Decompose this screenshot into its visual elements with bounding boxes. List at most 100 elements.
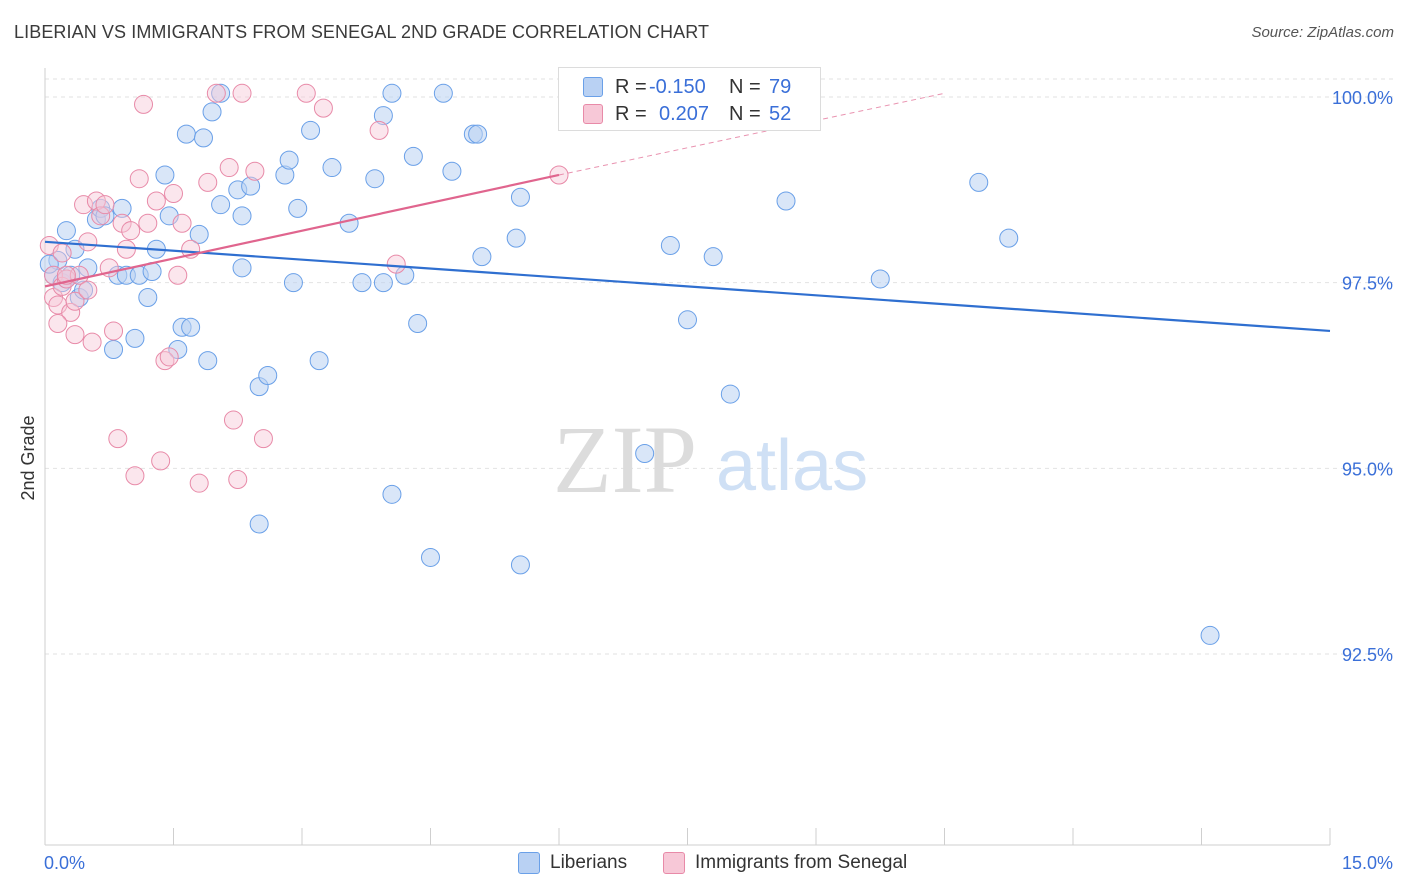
senegal-point (95, 195, 115, 215)
senegal-point (228, 469, 248, 489)
liberians-point (104, 340, 124, 360)
trend-lines (44, 92, 1331, 333)
y-axis-label: 2nd Grade (18, 415, 38, 500)
senegal-point (74, 195, 94, 215)
senegal-point (48, 314, 68, 334)
senegal-point (78, 232, 98, 252)
liberians-point (403, 146, 423, 166)
liberians-point (870, 269, 890, 289)
liberians-point (373, 106, 393, 126)
axes (44, 68, 1331, 846)
senegal-point (129, 169, 149, 189)
senegal-point (245, 161, 265, 181)
liberians-point (155, 165, 175, 185)
senegal-point (386, 254, 406, 274)
senegal-point (125, 466, 145, 486)
liberians-point (189, 224, 209, 244)
senegal-point (82, 332, 102, 352)
liberians-point (288, 198, 308, 218)
tick-labels: 100.0% 97.5% 95.0% 92.5% 0.0% 15.0% (44, 88, 1393, 873)
chart-source: Source: ZipAtlas.com (1251, 24, 1394, 41)
liberians-point (339, 213, 359, 233)
senegal-point (65, 291, 85, 311)
legend-r-label: R = (615, 75, 647, 98)
legend-r-value: -0.150 (649, 75, 706, 98)
senegal-point (232, 83, 252, 103)
legend-swatch-blue (583, 77, 603, 97)
liberians-point (279, 150, 299, 170)
senegal-point (146, 191, 166, 211)
liberians-point (249, 514, 269, 534)
liberians-point (301, 120, 321, 140)
liberians-point (678, 310, 697, 330)
legend-r-value: 0.207 (659, 102, 710, 125)
liberians-point (382, 83, 402, 103)
senegal-point (296, 83, 316, 103)
senegal-point (91, 206, 111, 226)
senegal-point (223, 410, 243, 430)
senegal-point (189, 473, 209, 493)
liberians-point (125, 328, 145, 348)
senegal-trend-extension (558, 92, 945, 176)
liberians-point (198, 351, 218, 371)
legend-swatch-blue (518, 852, 540, 874)
legend-n-value: 52 (769, 102, 792, 125)
legend-swatch-pink (583, 104, 603, 124)
senegal-trend-line (44, 173, 560, 288)
legend-row-liberians: R = -0.150 N = 79 (583, 75, 791, 99)
liberians-point (969, 172, 989, 192)
liberians-point (309, 351, 329, 371)
senegal-point (219, 158, 239, 178)
legend-label-senegal: Immigrants from Senegal (695, 852, 908, 873)
liberians-point (510, 187, 530, 207)
liberians-point (232, 206, 252, 226)
liberians-point (232, 258, 252, 278)
liberians-point (408, 314, 428, 334)
liberians-point (193, 128, 213, 148)
liberians-point (703, 247, 723, 267)
legend-item-senegal: Immigrants from Senegal (663, 852, 907, 874)
senegal-point (206, 83, 226, 103)
liberians-point (138, 288, 158, 308)
y-tick-label: 92.5% (1342, 645, 1393, 665)
liberians-point (421, 547, 440, 567)
senegal-point (52, 243, 72, 263)
legend-swatch-pink (663, 852, 685, 874)
legend-row-senegal: R = 0.207 N = 52 (583, 102, 791, 126)
senegal-point (313, 98, 333, 118)
liberians-point (211, 83, 231, 103)
senegal-point (104, 321, 124, 341)
watermark-atlas: atlas (716, 426, 868, 506)
senegal-point (151, 451, 171, 471)
liberians-point (472, 247, 492, 267)
liberians-point (382, 484, 402, 504)
liberians-point (506, 228, 526, 248)
senegal-point (134, 94, 154, 114)
x-tick-label: 15.0% (1342, 853, 1393, 873)
y-tick-label: 95.0% (1342, 459, 1393, 479)
liberians-point (776, 191, 796, 211)
senegal-point (164, 184, 183, 204)
liberians-trend-line (44, 240, 1331, 333)
liberians-point (660, 236, 680, 256)
liberians-point (258, 366, 278, 385)
liberians-point (202, 102, 222, 122)
correlation-legend: R = -0.150 N = 79 R = 0.207 N = 52 (558, 67, 821, 131)
liberians-point (241, 176, 261, 196)
liberians-point (365, 169, 385, 189)
liberians-point (373, 273, 393, 293)
senegal-point (121, 221, 141, 241)
series-legend: Liberians Immigrants from Senegal (0, 852, 1406, 878)
senegal-point (65, 325, 85, 345)
chart-title: LIBERIAN VS IMMIGRANTS FROM SENEGAL 2ND … (14, 22, 710, 42)
senegal-point (253, 429, 273, 449)
gridlines (45, 78, 1393, 655)
senegal-point (108, 429, 128, 449)
watermark-zip: ZIP (553, 406, 697, 513)
legend-item-liberians: Liberians (518, 852, 627, 874)
liberians-point (635, 443, 655, 463)
senegal-point (61, 302, 81, 322)
liberians-point (720, 384, 740, 404)
senegal-point (116, 239, 136, 259)
